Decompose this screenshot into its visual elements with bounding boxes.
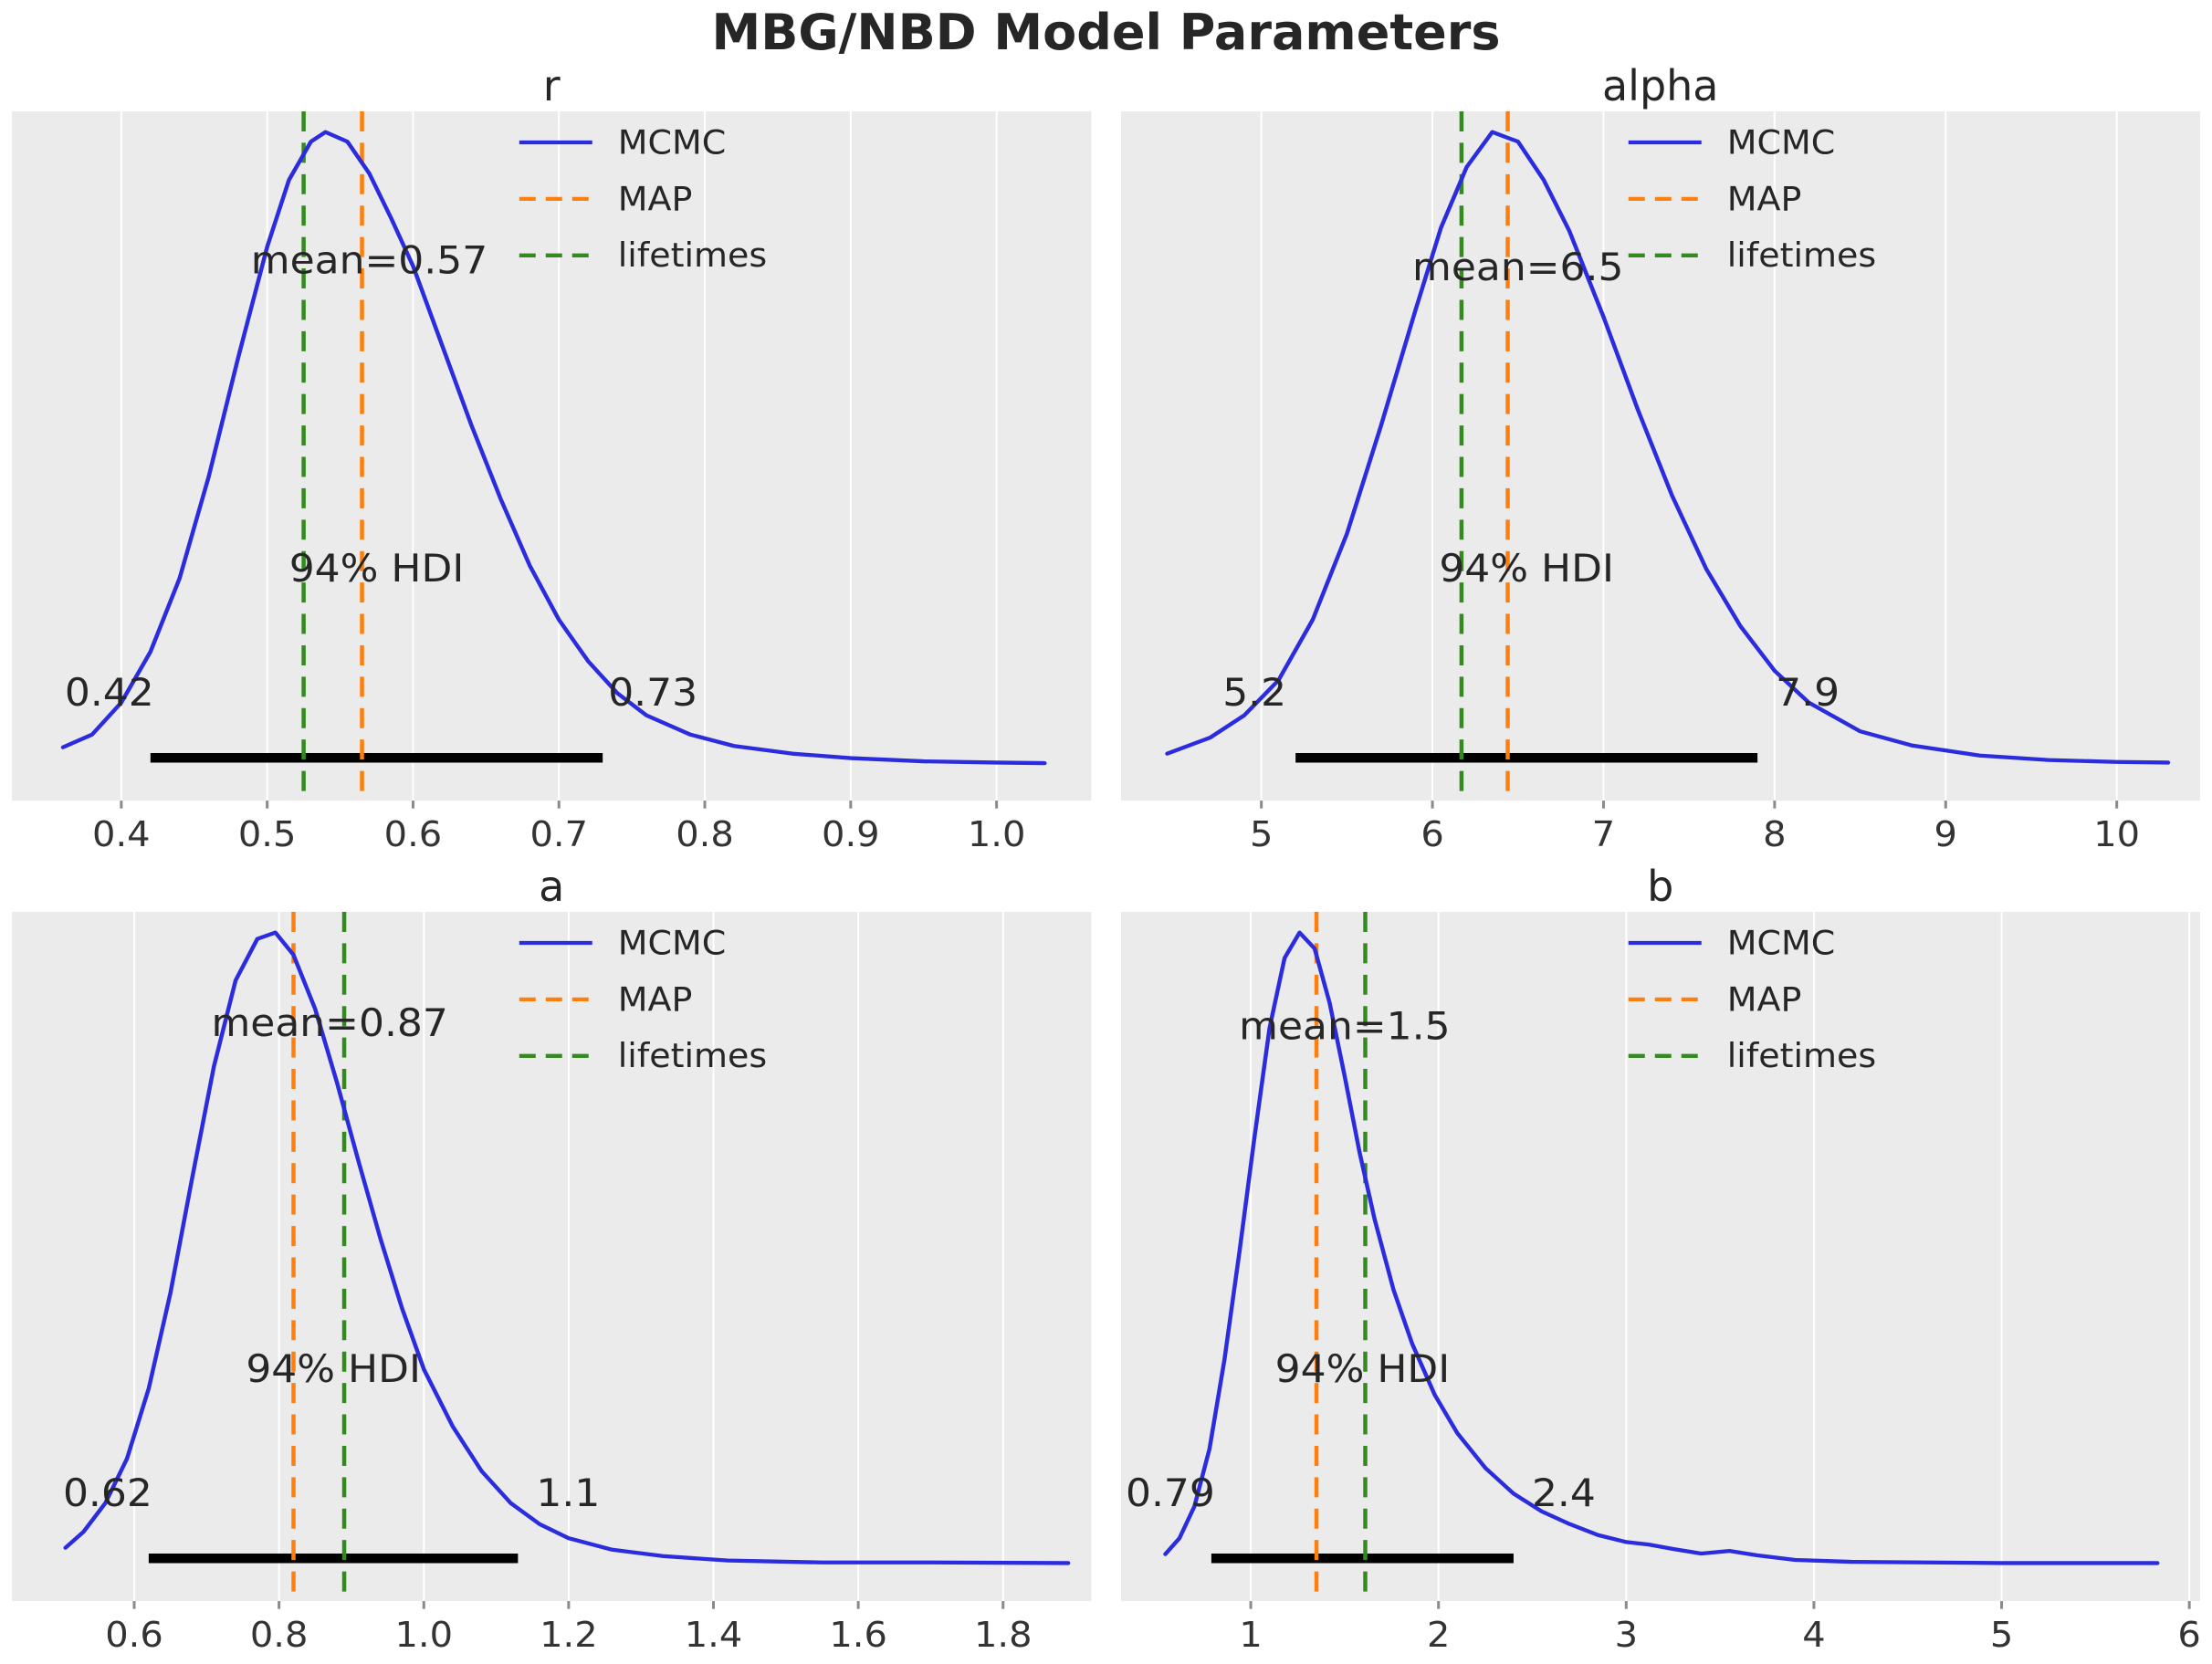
subplot-alpha: alpha 5 6 7 8 9 10 mean=6.5 94% HDI 5.2 7.9 MCMC MA… [1120,61,2200,862]
hdi-upper-label: 2.4 [1531,1470,1595,1515]
subplot-b: b 1 2 3 4 5 6 mean=1.5 94% HDI 0.79 2.4 MCMC MAP lif… [1120,861,2200,1662]
x-tick-label: 9 [1934,815,1956,855]
hdi-lower-label: 5.2 [1222,671,1286,716]
kde-curve [1162,930,2159,1565]
legend-label-map: MAP [1726,980,1801,1019]
plot-background [12,911,1092,1601]
x-tick-label: 0.9 [822,815,880,855]
x-tick-label: 1.8 [974,1615,1033,1655]
subplot-a: a 0.6 0.8 1.0 1.2 1.4 1.6 1.8 mean=0.87 94% HDI 0… [12,862,1092,1662]
subplot-a-title: a [539,861,565,911]
x-tick-label: 5 [1249,815,1272,855]
legend-label-mcmc: MCMC [618,924,727,962]
hdi-range-label: 94% HDI [246,1346,421,1391]
x-tick-label: 5 [1989,1615,2012,1655]
legend-label-lifetimes: lifetimes [618,236,767,275]
mean-annotation: mean=0.57 [251,238,487,283]
x-tick-label: 8 [1763,815,1786,855]
kde-curve [60,130,1047,766]
legend-label-mcmc: MCMC [1726,123,1835,162]
subplot-alpha-title: alpha [1601,61,1719,111]
x-tick-label: 1 [1239,1615,1262,1655]
hdi-range-label: 94% HDI [289,547,465,591]
x-tick-label: 0.6 [105,1615,163,1655]
x-tick-label: 3 [1614,1615,1637,1655]
hdi-range-label: 94% HDI [1274,1346,1450,1391]
legend-label-map: MAP [618,980,693,1019]
figure-title: MBG/NBD Model Parameters [711,4,1501,61]
x-tick-label: 0.5 [238,815,297,855]
x-tick-label: 1.2 [540,1615,598,1655]
subplot-a-canvas: 0.6 0.8 1.0 1.2 1.4 1.6 1.8 mean=0.87 94% HDI 0.6… [12,911,1092,1655]
legend-label-lifetimes: lifetimes [1726,1037,1875,1075]
kde-curve [1164,130,2170,765]
hdi-range-label: 94% HDI [1439,547,1614,591]
legend-label-lifetimes: lifetimes [1726,236,1875,275]
x-tick-label: 0.8 [250,1615,309,1655]
hdi-upper-label: 0.73 [608,671,697,716]
x-tick-label: 0.8 [676,815,734,855]
mean-annotation: mean=1.5 [1239,1004,1450,1049]
subplot-b-canvas: 1 2 3 4 5 6 mean=1.5 94% HDI 0.79 2.4 MCMC MAP lifet… [1120,911,2200,1655]
hdi-upper-label: 1.1 [536,1470,600,1515]
hdi-lower-label: 0.79 [1125,1470,1214,1515]
x-tick-label: 6 [2177,1615,2200,1655]
x-tick-label: 0.4 [92,815,151,855]
subplot-r-canvas: 0.4 0.5 0.6 0.7 0.8 0.9 1.0 mean=0.57 94% HDI 0.4… [12,110,1092,855]
x-tick-label: 0.7 [529,815,588,855]
x-tick-label: 1.0 [968,815,1026,855]
x-tick-label: 1.4 [685,1615,743,1655]
x-tick-label: 1.6 [829,1615,887,1655]
hdi-lower-label: 0.62 [63,1470,152,1515]
plot-background [12,110,1092,801]
mean-annotation: mean=6.5 [1412,246,1623,290]
legend-label-lifetimes: lifetimes [618,1037,767,1075]
subplot-b-title: b [1647,861,1674,911]
x-tick-label: 1.0 [394,1615,453,1655]
x-tick-label: 4 [1802,1615,1825,1655]
x-tick-label: 0.6 [384,815,443,855]
kde-curve [63,930,1071,1565]
x-tick-label: 6 [1421,815,1443,855]
x-tick-label: 10 [2093,815,2140,855]
hdi-lower-label: 0.42 [65,671,154,716]
plot-background [1120,911,2200,1601]
hdi-upper-label: 7.9 [1776,671,1840,716]
legend-label-map: MAP [1726,180,1801,218]
plot-background [1120,110,2200,801]
x-tick-label: 7 [1591,815,1614,855]
legend-label-map: MAP [618,180,693,218]
subplot-r-title: r [542,61,561,111]
legend-label-mcmc: MCMC [618,123,727,162]
subplot-alpha-canvas: 5 6 7 8 9 10 mean=6.5 94% HDI 5.2 7.9 MCMC MAP lifet… [1120,110,2200,855]
x-tick-label: 2 [1426,1615,1449,1655]
subplot-r: r 0.4 0.5 0.6 0.7 0.8 0.9 1.0 mean=0.57 94% HDI 0… [12,61,1092,862]
subplot-grid: r 0.4 0.5 0.6 0.7 0.8 0.9 1.0 mean=0.57 94% HDI 0… [0,61,2212,1661]
mean-annotation: mean=0.87 [211,1000,447,1045]
legend-label-mcmc: MCMC [1726,924,1835,962]
